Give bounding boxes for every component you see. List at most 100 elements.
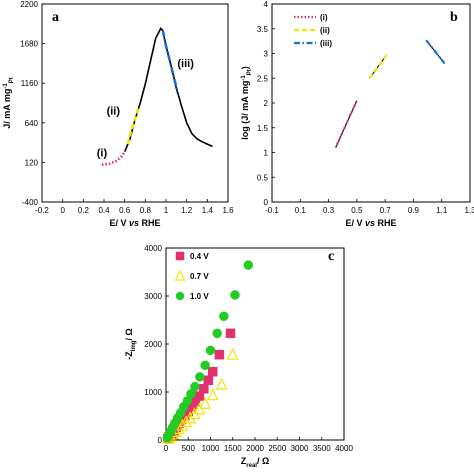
panel-b: 0 0.5 1 1.5 2 2.5 3 3.5 4 -0.1 0.1 0.3 0.5 0.7 0.9 1.1 1… <box>240 0 474 228</box>
data-point-triangle <box>215 377 228 390</box>
data-point-circle <box>200 360 210 371</box>
x-tick-label: 3500 <box>313 444 331 453</box>
panel-letter: b <box>450 10 458 25</box>
legend-label: 0.7 V <box>190 272 209 281</box>
x-tick-label: 0.4 <box>98 206 110 215</box>
legend-label: (ii) <box>320 26 330 35</box>
x-axis-label-part: vs <box>365 218 375 228</box>
x-tick-label: 1.1 <box>436 206 448 215</box>
x-axis-label-part: E/ V <box>345 218 365 228</box>
panel-c: 0 1000 2000 3000 4000 0 500 1000 1500 2000 2500 300… <box>124 244 353 469</box>
y-tick-label: 0 <box>264 198 269 207</box>
y-axis-label: J/ mA mg-1Pt <box>2 77 15 129</box>
x-axis-label-part: / Ω <box>257 456 269 466</box>
x-tick-label: 0.3 <box>323 206 335 215</box>
y-tick-label: 4 <box>264 0 269 9</box>
x-tick-label: 0.8 <box>140 206 152 215</box>
plot-frame <box>271 3 471 203</box>
y-tick-label: 1.5 <box>257 124 269 133</box>
x-tick-label: 1500 <box>224 444 242 453</box>
x-axis-label-part: RHE <box>375 218 397 228</box>
y-tick-label: 120 <box>25 158 39 167</box>
data-point-triangle <box>206 388 219 401</box>
data-point-square <box>214 349 225 360</box>
y-tick-label: 3.5 <box>257 25 269 34</box>
x-tick-label: -0.2 <box>35 206 49 215</box>
y-tick-label: -400 <box>22 198 39 207</box>
y-tick-label: 2 <box>264 99 269 108</box>
x-tick-label: 1.3 <box>464 206 474 215</box>
x-tick-label: 3000 <box>291 444 309 453</box>
data-point-circle <box>190 381 200 392</box>
x-axis-label: E/ V vs RHE <box>345 218 396 228</box>
segment-iii <box>161 30 179 93</box>
y-axis-label-part: img <box>131 340 137 351</box>
series-line-iii <box>425 39 446 65</box>
y-axis-label-part: / Ω <box>124 328 134 340</box>
data-point-triangle <box>226 347 239 360</box>
series-line-i <box>334 100 358 149</box>
x-tick-label: 500 <box>182 444 196 453</box>
y-tick-label: 1160 <box>21 79 39 88</box>
x-tick-label: 0 <box>60 206 65 215</box>
x-tick-label: 0.1 <box>295 206 307 215</box>
legend-marker <box>174 269 186 281</box>
legend-label: (i) <box>320 13 328 22</box>
y-axis-label-part: J/ mA mg <box>2 89 12 129</box>
data-point-square <box>207 366 218 377</box>
y-axis-label-part: -Z <box>124 351 134 360</box>
x-tick-label: 1.6 <box>222 206 234 215</box>
y-axis-label: -Zimg/ Ω <box>124 328 137 359</box>
x-tick-label: 0.7 <box>380 206 392 215</box>
data-point-circle <box>212 328 222 339</box>
y-tick-label: 0.5 <box>257 173 269 182</box>
x-tick-label: 0.9 <box>408 206 420 215</box>
segment-annotation: (ii) <box>107 105 121 117</box>
y-tick-label: 1000 <box>144 388 162 397</box>
legend-marker <box>175 291 185 301</box>
x-tick-label: 0.5 <box>351 206 363 215</box>
y-axis-label-part: ) <box>240 66 250 69</box>
x-axis-label-part: RHE <box>139 218 161 228</box>
series-line-ii <box>368 54 388 79</box>
y-tick-label: 640 <box>25 119 39 128</box>
legend-label: 0.4 V <box>190 252 209 261</box>
x-axis-label: E/ V vs RHE <box>109 218 160 228</box>
y-tick-label: 2.5 <box>257 74 269 83</box>
x-tick-label: 1.2 <box>181 206 193 215</box>
legend-label: 1.0 V <box>190 292 209 301</box>
x-tick-label: -0.1 <box>265 206 279 215</box>
x-tick-label: 1 <box>164 206 169 215</box>
x-tick-label: 0 <box>164 444 169 453</box>
y-axis-label-part: Pt <box>247 69 253 75</box>
legend-marker <box>175 251 185 261</box>
data-point-circle <box>195 372 205 382</box>
panel-a: -400 120 640 1160 1680 2200 -0.2 0 0.2 0.4 0.6 0.8 1… <box>2 0 234 228</box>
data-point-triangle <box>180 415 192 428</box>
x-tick-label: 4000 <box>335 444 353 453</box>
data-point-circle <box>205 345 216 356</box>
y-tick-label: 4000 <box>144 244 162 253</box>
segment-ii <box>126 107 140 145</box>
y-axis-label-part: -1 <box>3 83 9 89</box>
y-tick-label: 1680 <box>20 40 38 49</box>
segment-annotation: (i) <box>97 147 108 159</box>
y-tick-label: 3 <box>264 50 269 59</box>
x-tick-label: 1.4 <box>202 206 214 215</box>
x-axis-label-part: Z <box>241 456 247 466</box>
y-tick-label: 0 <box>158 436 163 445</box>
data-point-circle <box>243 260 254 270</box>
data-point-circle <box>219 311 229 322</box>
data-point-triangle <box>176 418 189 431</box>
legend-label: (iii) <box>320 39 332 48</box>
data-point-triangle <box>184 411 197 424</box>
data-point-circle <box>186 389 196 399</box>
y-tick-label: 2000 <box>144 340 162 349</box>
x-tick-label: 2000 <box>246 444 264 453</box>
y-tick-label: 1 <box>264 149 269 158</box>
y-axis-label: log (J/ mA mg-1Pt) <box>240 66 253 140</box>
panel-letter: c <box>328 249 334 264</box>
panel-letter: a <box>52 10 59 25</box>
y-axis-label-part: Pt <box>9 77 15 83</box>
